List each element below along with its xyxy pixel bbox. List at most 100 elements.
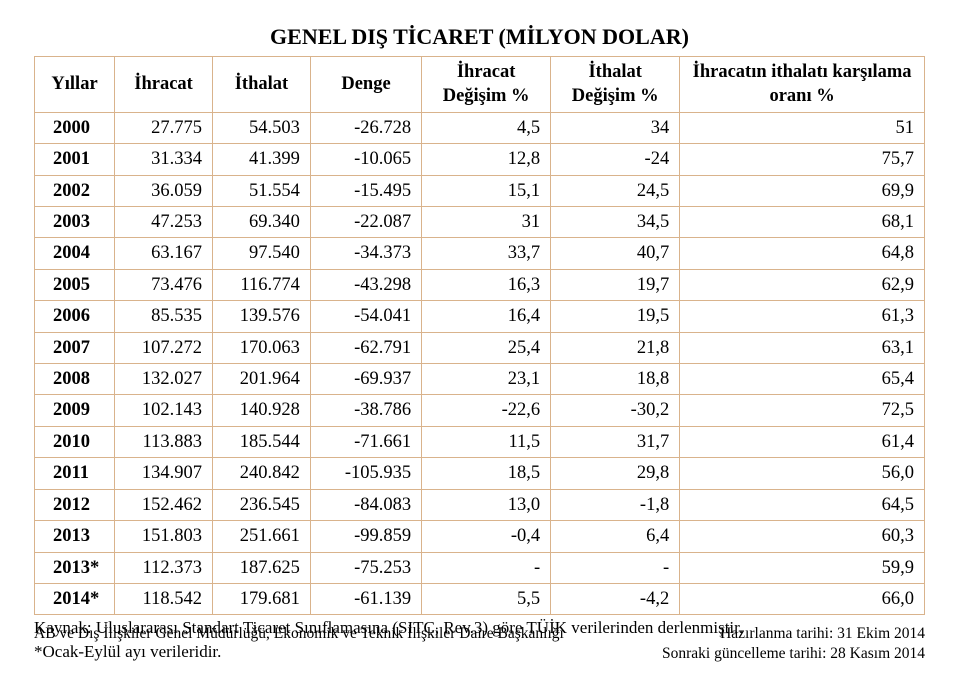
cell-ithalat: 185.544 (212, 426, 310, 457)
cell-denge: -75.253 (310, 552, 421, 583)
cell-year: 2007 (35, 332, 115, 363)
table-row: 2013*112.373187.625-75.253--59,9 (35, 552, 925, 583)
cell-ith-deg: -1,8 (551, 489, 680, 520)
col-year: Yıllar (35, 57, 115, 113)
cell-ith-deg: 6,4 (551, 521, 680, 552)
cell-oran: 68,1 (680, 207, 925, 238)
col-ith-deg: İthalat Değişim % (551, 57, 680, 113)
table-row: 200463.16797.540-34.37333,740,764,8 (35, 238, 925, 269)
cell-denge: -34.373 (310, 238, 421, 269)
cell-ihr-deg: 13,0 (422, 489, 551, 520)
cell-ith-deg: - (551, 552, 680, 583)
table-row: 2008132.027201.964-69.93723,118,865,4 (35, 364, 925, 395)
cell-year: 2011 (35, 458, 115, 489)
cell-ihracat: 63.167 (115, 238, 213, 269)
cell-ith-deg: 24,5 (551, 175, 680, 206)
cell-denge: -22.087 (310, 207, 421, 238)
cell-ihr-deg: 4,5 (422, 112, 551, 143)
cell-ihracat: 85.535 (115, 301, 213, 332)
cell-ith-deg: 19,7 (551, 269, 680, 300)
cell-ihracat: 102.143 (115, 395, 213, 426)
table-row: 2013151.803251.661-99.859-0,46,460,3 (35, 521, 925, 552)
table-row: 200236.05951.554-15.49515,124,569,9 (35, 175, 925, 206)
cell-denge: -69.937 (310, 364, 421, 395)
cell-ith-deg: 21,8 (551, 332, 680, 363)
cell-ithalat: 51.554 (212, 175, 310, 206)
cell-year: 2014* (35, 583, 115, 614)
cell-ith-deg: 40,7 (551, 238, 680, 269)
cell-ith-deg: 34 (551, 112, 680, 143)
cell-ith-deg: -24 (551, 144, 680, 175)
cell-ihracat: 36.059 (115, 175, 213, 206)
cell-ith-deg: 34,5 (551, 207, 680, 238)
table-row: 200685.535139.576-54.04116,419,561,3 (35, 301, 925, 332)
cell-year: 2004 (35, 238, 115, 269)
col-ithalat: İthalat (212, 57, 310, 113)
footer-left: AB ve Dış İlişkiler Genel Müdürlüğü, Eko… (34, 624, 564, 663)
cell-ithalat: 97.540 (212, 238, 310, 269)
page-title: GENEL DIŞ TİCARET (MİLYON DOLAR) (34, 24, 925, 50)
cell-ithalat: 236.545 (212, 489, 310, 520)
cell-year: 2001 (35, 144, 115, 175)
cell-oran: 69,9 (680, 175, 925, 206)
cell-denge: -54.041 (310, 301, 421, 332)
cell-ihr-deg: 16,3 (422, 269, 551, 300)
cell-ihr-deg: 12,8 (422, 144, 551, 175)
page: GENEL DIŞ TİCARET (MİLYON DOLAR) Yıllar … (0, 0, 959, 664)
cell-denge: -15.495 (310, 175, 421, 206)
cell-denge: -105.935 (310, 458, 421, 489)
cell-ithalat: 41.399 (212, 144, 310, 175)
cell-ithalat: 116.774 (212, 269, 310, 300)
cell-ihr-deg: -0,4 (422, 521, 551, 552)
cell-oran: 61,3 (680, 301, 925, 332)
cell-ithalat: 170.063 (212, 332, 310, 363)
cell-ithalat: 139.576 (212, 301, 310, 332)
cell-denge: -62.791 (310, 332, 421, 363)
cell-year: 2013* (35, 552, 115, 583)
cell-year: 2000 (35, 112, 115, 143)
cell-oran: 65,4 (680, 364, 925, 395)
cell-year: 2008 (35, 364, 115, 395)
table-body: 200027.77554.503-26.7284,53451200131.334… (35, 112, 925, 615)
cell-ihr-deg: 23,1 (422, 364, 551, 395)
col-ihr-deg: İhracat Değişim % (422, 57, 551, 113)
cell-year: 2006 (35, 301, 115, 332)
cell-ithalat: 251.661 (212, 521, 310, 552)
cell-oran: 61,4 (680, 426, 925, 457)
cell-ihracat: 134.907 (115, 458, 213, 489)
cell-year: 2012 (35, 489, 115, 520)
cell-ithalat: 179.681 (212, 583, 310, 614)
cell-ith-deg: -4,2 (551, 583, 680, 614)
cell-oran: 63,1 (680, 332, 925, 363)
cell-oran: 75,7 (680, 144, 925, 175)
cell-ihracat: 27.775 (115, 112, 213, 143)
cell-ihracat: 113.883 (115, 426, 213, 457)
cell-ithalat: 54.503 (212, 112, 310, 143)
table-row: 200027.77554.503-26.7284,53451 (35, 112, 925, 143)
table-row: 200347.25369.340-22.0873134,568,1 (35, 207, 925, 238)
cell-year: 2005 (35, 269, 115, 300)
cell-oran: 59,9 (680, 552, 925, 583)
cell-oran: 64,8 (680, 238, 925, 269)
cell-ithalat: 69.340 (212, 207, 310, 238)
footer-right: Hazırlanma tarihi: 31 Ekim 2014 Sonraki … (662, 624, 925, 663)
cell-ith-deg: 18,8 (551, 364, 680, 395)
table-header-row: Yıllar İhracat İthalat Denge İhracat Değ… (35, 57, 925, 113)
cell-year: 2003 (35, 207, 115, 238)
cell-year: 2010 (35, 426, 115, 457)
cell-oran: 72,5 (680, 395, 925, 426)
cell-oran: 56,0 (680, 458, 925, 489)
cell-oran: 66,0 (680, 583, 925, 614)
cell-ihr-deg: 18,5 (422, 458, 551, 489)
cell-ithalat: 187.625 (212, 552, 310, 583)
cell-ith-deg: 29,8 (551, 458, 680, 489)
cell-ihr-deg: -22,6 (422, 395, 551, 426)
table-row: 2011134.907240.842-105.93518,529,856,0 (35, 458, 925, 489)
cell-ithalat: 201.964 (212, 364, 310, 395)
cell-oran: 62,9 (680, 269, 925, 300)
col-denge: Denge (310, 57, 421, 113)
cell-ihr-deg: 11,5 (422, 426, 551, 457)
cell-ihr-deg: 15,1 (422, 175, 551, 206)
cell-ihr-deg: 33,7 (422, 238, 551, 269)
cell-ihracat: 118.542 (115, 583, 213, 614)
